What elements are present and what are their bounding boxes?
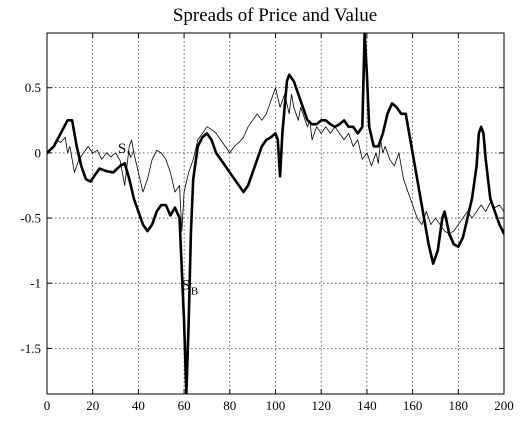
x-tick-label: 140 — [357, 398, 377, 413]
x-tick-label: 160 — [403, 398, 423, 413]
y-tick-label: -0.5 — [20, 211, 41, 226]
y-tick-label: 0 — [35, 145, 42, 160]
x-tick-label: 80 — [223, 398, 236, 413]
series-label-main: S — [118, 141, 126, 157]
series-label-subscript: V — [127, 149, 135, 161]
x-tick-label: 60 — [178, 398, 191, 413]
x-tick-label: 120 — [311, 398, 331, 413]
y-tick-label: -1.5 — [20, 341, 41, 356]
x-tick-label: 200 — [494, 398, 514, 413]
series-line-s-b — [47, 33, 504, 394]
chart-title: Spreads of Price and Value — [173, 5, 377, 26]
x-tick-label: 0 — [44, 398, 51, 413]
grid — [47, 33, 504, 394]
tick-layer: 0 20 40 60 80 100 120 140 160 180 200 0.5 0 -0.5 -1 -1.… — [20, 33, 514, 413]
series-label-main: S — [182, 278, 190, 294]
y-tick-label: -1 — [30, 276, 41, 291]
series-line-s-v — [47, 87, 504, 235]
y-tick-label: 0.5 — [25, 80, 41, 95]
x-tick-label: 20 — [86, 398, 99, 413]
x-tick-label: 180 — [449, 398, 469, 413]
x-tick-label: 40 — [132, 398, 145, 413]
series-layer — [47, 33, 504, 394]
series-label-subscript: B — [191, 286, 198, 298]
x-tick-label: 100 — [266, 398, 286, 413]
series-labels: S BS V — [118, 141, 198, 298]
